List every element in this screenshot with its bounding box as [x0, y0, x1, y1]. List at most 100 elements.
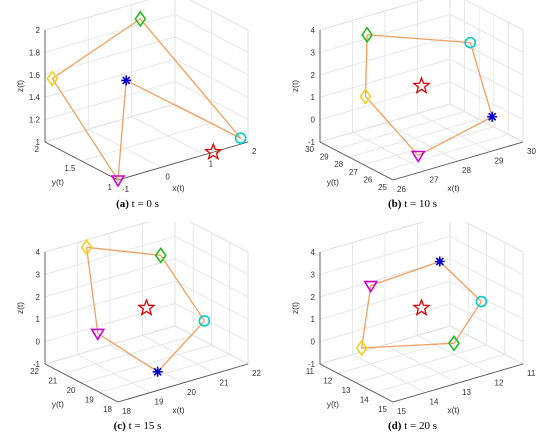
x-tick-label: 29: [495, 157, 504, 166]
caption-b-text: t = 10 s: [404, 198, 437, 210]
z-tick-label: 3: [36, 270, 41, 279]
x-tick-label: 27: [430, 176, 439, 185]
caption-c: (c) t = 15 s: [0, 420, 275, 432]
z-tick-label: 1.2: [29, 116, 41, 125]
floor-grid-line: [81, 122, 212, 162]
y-tick-label: 21: [48, 377, 57, 386]
z-grid-line: [44, 222, 249, 253]
y-tick-label: 11: [306, 367, 315, 376]
z-tick-label: -1: [308, 360, 316, 369]
grid-lines: [318, 0, 525, 181]
y-tick-label: 1.5: [64, 164, 76, 173]
asterisk-marker: [121, 75, 132, 86]
z-tick-label: -1: [33, 360, 41, 369]
floor-grid-line: [384, 122, 459, 162]
floor-grid-line: [88, 128, 162, 168]
z-grid-line: [319, 222, 524, 253]
z-tick-label: 4: [36, 248, 41, 257]
formation-edges: [360, 260, 483, 349]
x-axis-line: [392, 363, 524, 403]
x-tick-label: 14: [430, 398, 439, 407]
z-grid-line: [319, 0, 524, 31]
x-tick-label: 26: [397, 185, 406, 194]
floor-grid-line: [352, 132, 426, 171]
y-tick-label: 18: [103, 405, 112, 414]
z-axis-label: z(t): [15, 80, 25, 92]
y-axis-label: y(t): [52, 177, 64, 187]
panel-d: 4 3 2 1 0 -1 11 12 13 14 15 15 14 13 12 11 z(t) y(t) x(t) …: [275, 222, 550, 444]
caption-c-text: t = 15 s: [128, 420, 162, 432]
x-tick-label: 15: [397, 407, 406, 416]
z-tick-label: 1: [311, 93, 316, 102]
x-tick-label: 13: [462, 388, 471, 397]
caption-a-text: t = 0 s: [131, 198, 159, 210]
y-tick-label: 13: [342, 386, 351, 395]
y-tick-label: 14: [360, 396, 369, 405]
star-marker: [412, 76, 431, 94]
z-axis-label: z(t): [15, 302, 25, 314]
y-axis-label: y(t): [52, 399, 64, 409]
floor-grid-line: [142, 335, 216, 374]
diamond-marker: [355, 339, 368, 357]
star-marker: [137, 298, 156, 316]
diamond-marker: [359, 88, 372, 105]
z-tick-label: 2: [36, 26, 41, 35]
y-axis-line: [44, 363, 119, 403]
diamond-marker: [361, 26, 374, 44]
x-axis-line: [117, 141, 249, 181]
y-tick-label: 19: [85, 396, 94, 405]
asterisk-marker: [434, 256, 445, 267]
z-tick-label: 4: [311, 26, 316, 35]
circle-marker: [234, 132, 247, 144]
asterisk-marker: [152, 366, 163, 377]
z-tick-label: 3: [311, 270, 316, 279]
circle-marker: [464, 36, 477, 49]
y-tick-label: 20: [67, 386, 76, 395]
diamond-marker: [46, 70, 59, 87]
z-tick-label: -1: [308, 138, 316, 147]
x-axis-label: x(t): [447, 405, 459, 415]
y-tick-label: 15: [378, 405, 387, 414]
caption-d-text: t = 20 s: [404, 420, 437, 432]
z-tick-label: 0: [36, 338, 41, 347]
diamond-marker: [80, 238, 93, 256]
triangle-marker: [110, 175, 126, 188]
z-tick-label: 1.6: [29, 71, 41, 80]
z-tick-label: 0: [311, 116, 316, 125]
caption-d: (d) t = 20 s: [275, 420, 550, 432]
y-axis-label: y(t): [327, 177, 339, 187]
floor-grid-line: [44, 103, 176, 143]
caption-b-label: (b): [388, 198, 402, 210]
floor-grid-line: [449, 103, 524, 143]
x-axis-line: [392, 141, 524, 181]
z-tick-label: 2: [36, 293, 41, 302]
y-tick-label: 27: [349, 168, 358, 177]
caption-b: (b) t = 10 s: [275, 198, 550, 210]
z-tick-label: 2: [311, 71, 316, 80]
z-tick-label: 1: [36, 138, 41, 147]
formation-edges: [51, 18, 242, 181]
diamond-marker: [134, 10, 147, 28]
z-tick-label: 1: [36, 315, 41, 324]
x-tick-label: 12: [495, 379, 504, 388]
circle-marker: [198, 315, 211, 327]
y-axis-line: [319, 363, 394, 403]
y-tick-label: 12: [323, 377, 332, 386]
y-tick-label: 22: [30, 367, 39, 376]
z-tick-label: 4: [311, 248, 316, 257]
diamond-marker: [154, 247, 167, 264]
caption-d-label: (d): [388, 420, 402, 432]
x-tick-label: 21: [220, 379, 229, 388]
z-axis-label: z(t): [290, 302, 300, 314]
x-tick-label: -1: [122, 185, 130, 194]
circle-marker: [475, 295, 488, 308]
panel-a: 2 1.8 1.6 1.4 1.2 1 2 1.5 1 -1 0 1 2 z(t) y(t) x(t) (a)…: [0, 0, 275, 222]
formation-edges: [364, 34, 493, 157]
x-axis-label: x(t): [447, 183, 459, 193]
triangle-marker: [410, 150, 426, 164]
floor-grid-line: [384, 344, 459, 384]
